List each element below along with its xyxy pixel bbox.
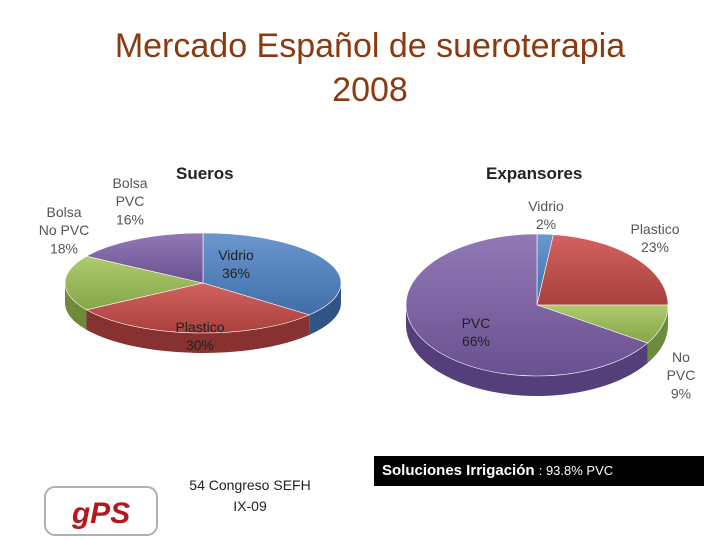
pie-side-bolsa-no-pvc [65, 283, 87, 330]
slide-title: Mercado Español de sueroterapia 2008 [60, 24, 680, 112]
logo-text: gPS [71, 497, 130, 530]
pie-side-pvc [406, 305, 648, 396]
data-label-no-pvc: No PVC 9% [667, 349, 696, 401]
conference-line-2: IX-09 [233, 498, 267, 514]
data-label-vidrio: Vidrio 36% [218, 247, 254, 281]
data-label-vidrio: Vidrio 2% [528, 198, 564, 232]
pie-slice-bolsa-no-pvc [64, 255, 204, 311]
pie-side-no-pvc [647, 305, 668, 364]
irrigation-value: : 93.8% PVC [538, 463, 614, 478]
pie-slice-pvc [405, 233, 649, 377]
data-label-bolsa-pvc: Bolsa PVC 16% [112, 175, 147, 227]
pie-side-plastico [86, 309, 310, 353]
pie-slice-plastico [85, 282, 311, 334]
irrigation-label: Soluciones Irrigación [382, 462, 535, 479]
data-label-pvc: PVC 66% [462, 315, 491, 349]
pie-slice-plastico [536, 234, 669, 306]
irrigation-banner: Soluciones Irrigación : 93.8% PVC [374, 456, 704, 486]
sueros-chart: Sueros Vidrio 36% Plastico 30% Bolsa No PVC 18%… [39, 164, 342, 353]
pie-side-vidrio [309, 283, 341, 335]
data-label-bolsa-no-pvc: Bolsa No PVC 18% [39, 204, 90, 256]
data-label-plastico: Plastico 30% [175, 319, 224, 353]
gps-logo: gPS [44, 486, 158, 536]
conference-info: 54 Congreso SEFH IX-09 [178, 475, 322, 517]
expansores-chart: Expansores Vidrio 2% Plastico 23% No PVC 9% PVC 6… [405, 164, 696, 401]
chart-title: Expansores [486, 164, 582, 183]
chart-title: Sueros [176, 164, 234, 183]
title-line-1: Mercado Español de sueroterapia [114, 27, 626, 65]
title-line-2: 2008 [332, 71, 408, 109]
data-label-plastico: Plastico 23% [630, 221, 679, 255]
conference-line-1: 54 Congreso SEFH [189, 477, 311, 493]
pie-slice-bolsa-pvc [85, 232, 204, 284]
pie-slice-vidrio [202, 232, 342, 316]
